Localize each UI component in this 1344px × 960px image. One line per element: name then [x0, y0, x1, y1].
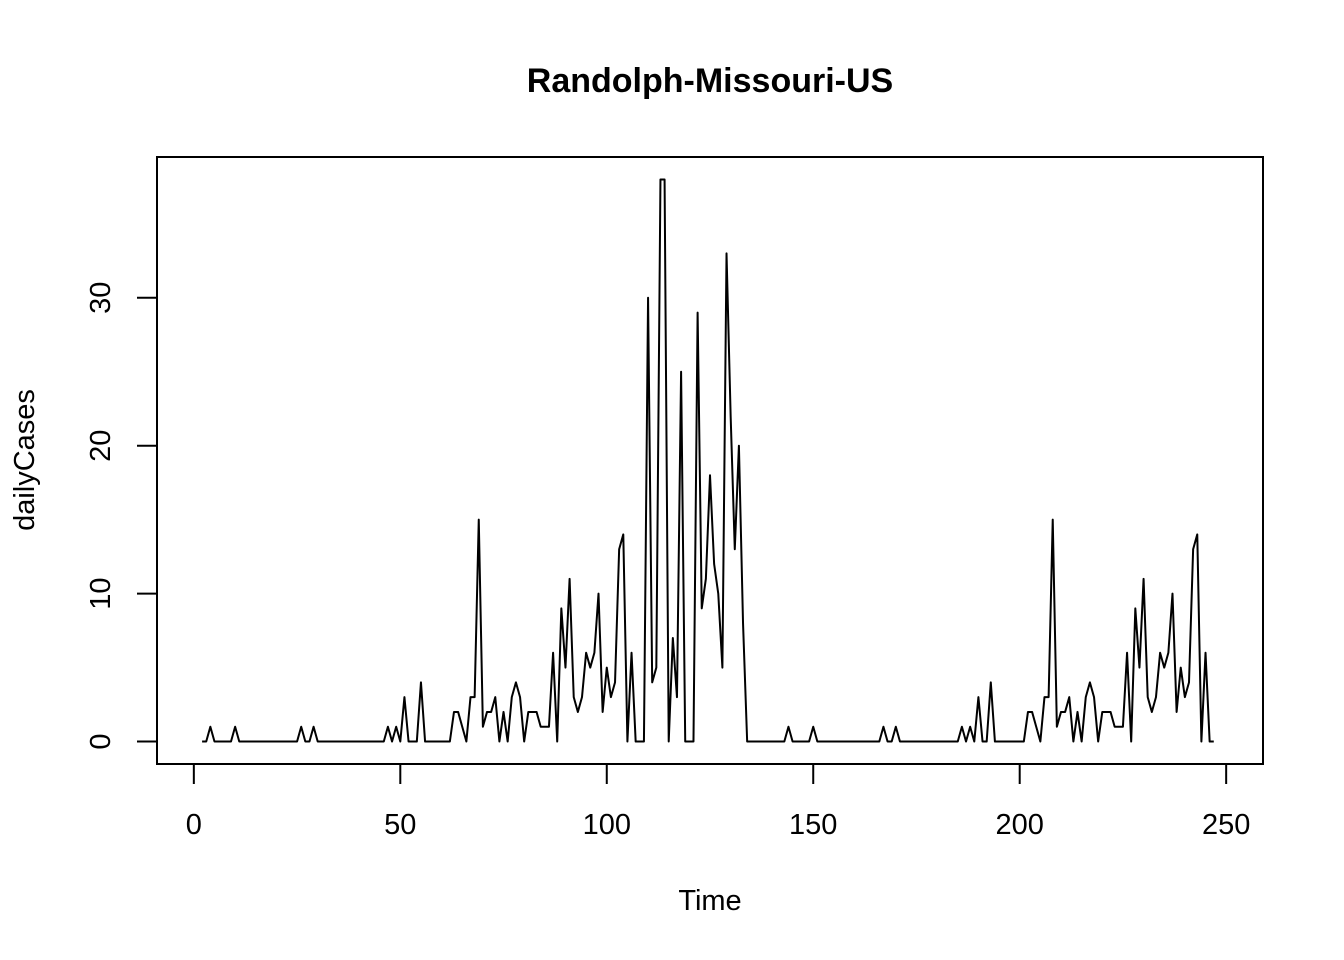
chart-title: Randolph-Missouri-US [527, 62, 893, 100]
y-tick-label: 10 [85, 577, 117, 609]
y-axis: 0 10 20 30 [85, 282, 158, 750]
x-tick-label: 0 [186, 809, 202, 841]
series-line-daily-cases [202, 178, 1214, 743]
plot-frame [156, 156, 1264, 765]
x-tick-label: 200 [996, 809, 1044, 841]
x-tick-label: 50 [384, 809, 416, 841]
x-tick-label: 250 [1202, 809, 1250, 841]
y-tick-label: 30 [85, 282, 117, 314]
y-axis-title: dailyCases [9, 389, 41, 531]
x-tick-label: 100 [583, 809, 631, 841]
x-tick-label: 150 [789, 809, 837, 841]
y-tick-label: 0 [85, 733, 117, 749]
y-tick-label: 20 [85, 430, 117, 462]
x-axis-title: Time [678, 885, 741, 917]
x-axis: 0 50 100 150 200 250 [186, 763, 1250, 841]
